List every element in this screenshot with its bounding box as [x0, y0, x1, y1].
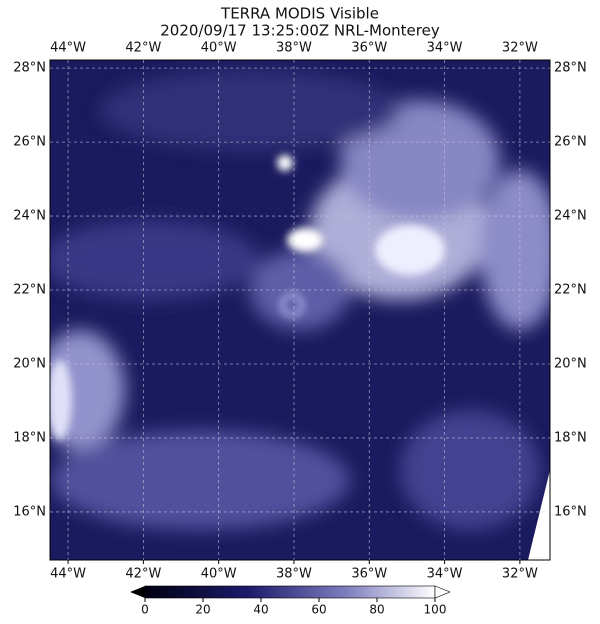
title: TERRA MODIS Visible	[220, 5, 379, 23]
x-tick-label-top: 36°W	[351, 41, 387, 56]
y-tick-label: 20°N	[13, 356, 46, 371]
y-tick-label: 26°N	[13, 135, 46, 150]
y-tick-label: 18°N	[13, 430, 46, 445]
y-tick-label: 28°N	[13, 61, 46, 76]
y-tick-label: 22°N	[13, 283, 46, 298]
colorbar	[130, 585, 451, 599]
colorbar-tick-label: 80	[369, 603, 384, 617]
x-tick-label-top: 32°W	[502, 41, 538, 56]
colorbar-tick-label: 40	[253, 603, 268, 617]
colorbar-tick-label: 60	[311, 603, 326, 617]
x-tick-label-top: 44°W	[50, 41, 86, 56]
y-tick-label-right: 22°N	[554, 283, 587, 298]
map-frame	[49, 59, 551, 561]
x-tick-label: 44°W	[50, 567, 86, 582]
colorbar-tick-label: 20	[195, 603, 210, 617]
y-tick-label: 24°N	[13, 209, 46, 224]
x-tick-label: 38°W	[276, 567, 312, 582]
x-tick-label-top: 42°W	[125, 41, 161, 56]
x-tick-label-top: 38°W	[276, 41, 312, 56]
x-tick-label-top: 34°W	[427, 41, 463, 56]
colorbar-tick-label: 0	[141, 603, 149, 617]
x-tick-label-top: 40°W	[201, 41, 237, 56]
y-tick-label-right: 16°N	[554, 504, 587, 519]
satellite-image	[50, 60, 550, 560]
x-tick-label: 42°W	[125, 567, 161, 582]
y-tick-label-right: 24°N	[554, 209, 587, 224]
x-tick-label: 36°W	[351, 567, 387, 582]
subtitle: 2020/09/17 13:25:00Z NRL-Monterey	[160, 22, 440, 40]
y-tick-label-right: 28°N	[554, 61, 587, 76]
x-tick-label: 40°W	[201, 567, 237, 582]
x-tick-label: 34°W	[427, 567, 463, 582]
y-tick-label-right: 20°N	[554, 356, 587, 371]
colorbar-tick-label: 100	[424, 603, 447, 617]
y-tick-label-right: 26°N	[554, 135, 587, 150]
y-tick-label-right: 18°N	[554, 430, 587, 445]
x-tick-label: 32°W	[502, 567, 538, 582]
y-tick-label: 16°N	[13, 504, 46, 519]
